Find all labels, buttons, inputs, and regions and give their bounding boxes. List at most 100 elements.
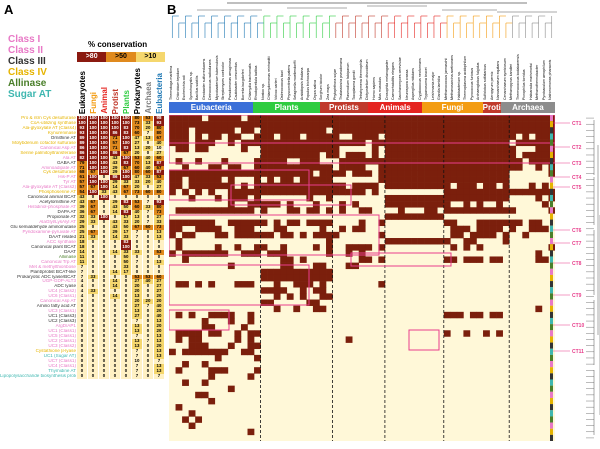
table-cell: 29 bbox=[110, 165, 121, 171]
presence-cell bbox=[234, 281, 242, 288]
table-cell: 100 bbox=[88, 150, 99, 156]
presence-cell bbox=[182, 250, 189, 257]
table-cell: 13 bbox=[132, 308, 143, 315]
species-label: Ostreococcus tauri bbox=[280, 70, 285, 100]
presence-cell bbox=[312, 274, 320, 282]
presence-cell bbox=[254, 115, 261, 122]
presence-cell bbox=[319, 127, 327, 134]
table-cell: 0 bbox=[121, 338, 132, 344]
table-cell: 20 bbox=[132, 298, 143, 305]
presence-cell bbox=[267, 274, 274, 282]
table-cell: 100 bbox=[99, 115, 110, 121]
presence-cell bbox=[188, 219, 196, 227]
species-tree bbox=[171, 2, 557, 38]
table-cell: 33 bbox=[132, 249, 143, 255]
table-cell: 0 bbox=[77, 323, 88, 329]
presence-cell bbox=[535, 121, 543, 128]
table-cell: 7 bbox=[132, 333, 143, 339]
row-label: AlaGlyl/LysAlyl AT bbox=[39, 220, 76, 225]
presence-cell bbox=[541, 115, 549, 122]
presence-cell bbox=[450, 219, 458, 227]
presence-cell bbox=[182, 188, 189, 196]
presence-cell bbox=[240, 207, 248, 214]
presence-cell bbox=[247, 317, 255, 325]
presence-cell bbox=[201, 225, 209, 233]
presence-cell bbox=[476, 127, 484, 134]
table-cell: 79 bbox=[77, 160, 88, 166]
presence-cell bbox=[365, 182, 373, 190]
table-cell: 14 bbox=[110, 184, 121, 191]
row-label: Ala-glyoxylate AT (Class2) bbox=[22, 185, 76, 190]
table-cell: 73 bbox=[154, 209, 165, 216]
presence-cell bbox=[489, 194, 497, 202]
table-cell: 50 bbox=[121, 224, 132, 230]
presence-cell bbox=[378, 115, 386, 122]
table-cell: 13 bbox=[154, 234, 165, 240]
table-cell: 0 bbox=[110, 358, 121, 364]
table-cell: 33 bbox=[88, 219, 99, 225]
presence-cell bbox=[234, 121, 242, 128]
table-cell: 4 bbox=[77, 288, 88, 295]
table-cell: 0 bbox=[110, 264, 121, 270]
presence-cell bbox=[286, 262, 294, 270]
table-cell: 80 bbox=[154, 125, 165, 131]
table-cell: 43 bbox=[110, 219, 121, 225]
table-cell: 0 bbox=[143, 313, 154, 320]
table-cell: 0 bbox=[99, 303, 110, 310]
presence-cell bbox=[169, 127, 176, 134]
presence-cell bbox=[280, 256, 288, 263]
presence-cell bbox=[424, 151, 431, 159]
row-label: UC5 (Class1) bbox=[48, 333, 76, 338]
species-label: Aspergillus nidulans bbox=[411, 68, 416, 100]
presence-cell bbox=[293, 207, 301, 214]
legend-item: Sugar AT bbox=[8, 89, 52, 100]
table-cell: 82 bbox=[77, 155, 88, 161]
presence-cell bbox=[397, 127, 405, 134]
presence-cell bbox=[175, 225, 183, 233]
presence-cell bbox=[437, 201, 445, 208]
table-cell: 7 bbox=[143, 199, 154, 206]
class-marker bbox=[550, 231, 553, 239]
presence-cell bbox=[195, 115, 203, 122]
presence-cell bbox=[319, 133, 327, 140]
table-cell: 7 bbox=[143, 303, 154, 310]
presence-cell bbox=[463, 127, 471, 134]
presence-cell bbox=[286, 207, 294, 214]
class-marker bbox=[550, 139, 553, 146]
presence-cell bbox=[299, 176, 307, 183]
presence-cell bbox=[450, 176, 458, 183]
presence-cell bbox=[247, 188, 255, 196]
presence-cell bbox=[397, 194, 405, 202]
presence-cell bbox=[254, 342, 261, 350]
table-cell: 0 bbox=[88, 239, 99, 245]
table-cell: 0 bbox=[143, 328, 154, 334]
presence-cell bbox=[450, 231, 458, 239]
presence-cell bbox=[417, 158, 425, 165]
presence-cell bbox=[227, 115, 235, 122]
presence-cell bbox=[227, 262, 235, 270]
presence-cell bbox=[175, 158, 183, 165]
presence-cell bbox=[254, 121, 261, 128]
table-cell: 25 bbox=[77, 224, 88, 230]
presence-cell bbox=[182, 164, 189, 171]
presence-cell bbox=[306, 194, 314, 202]
presence-cell bbox=[299, 274, 307, 282]
table-cell: 0 bbox=[88, 194, 99, 201]
presence-cell bbox=[483, 158, 490, 165]
presence-cell bbox=[489, 219, 497, 227]
table-cell: 40 bbox=[132, 209, 143, 216]
table-cell: 0 bbox=[88, 363, 99, 369]
presence-cell bbox=[169, 115, 176, 122]
presence-cell bbox=[280, 274, 288, 282]
presence-cell bbox=[286, 176, 294, 183]
presence-cell bbox=[378, 176, 386, 183]
table-cell: 0 bbox=[132, 244, 143, 250]
table-cell: 0 bbox=[99, 209, 110, 216]
presence-cell bbox=[528, 158, 536, 165]
presence-cell bbox=[195, 250, 203, 257]
presence-cell bbox=[280, 176, 288, 183]
table-cell: 87 bbox=[154, 160, 165, 166]
table-cell: 68 bbox=[77, 170, 88, 176]
presence-cell bbox=[175, 115, 183, 122]
presence-cell bbox=[201, 361, 209, 368]
